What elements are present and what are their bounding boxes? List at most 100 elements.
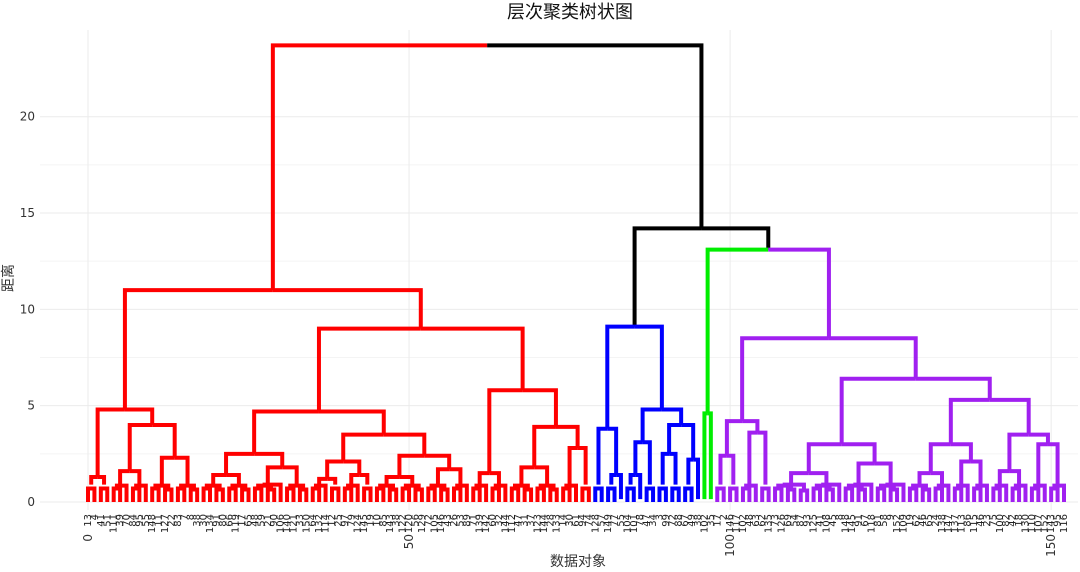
leaf-label: 38 bbox=[693, 514, 704, 527]
dendrogram-link bbox=[114, 483, 129, 502]
leaf-label: 42 bbox=[1008, 514, 1019, 527]
dendrogram-link bbox=[1047, 442, 1060, 485]
leaf-label: 95 bbox=[134, 514, 145, 527]
dendrogram-link bbox=[669, 451, 678, 485]
dendrogram-link bbox=[747, 430, 758, 485]
dendrogram-link bbox=[174, 455, 190, 485]
dendrogram-link bbox=[740, 486, 752, 502]
dendrogram-link bbox=[134, 483, 148, 502]
dendrogram-link bbox=[513, 483, 530, 490]
dendrogram-link bbox=[853, 482, 874, 502]
dendrogram-link bbox=[426, 486, 437, 502]
dendrogram-link bbox=[150, 486, 161, 502]
dendrogram-link bbox=[175, 486, 187, 502]
leaf-label: 83 bbox=[173, 514, 184, 527]
dendrogram-link bbox=[89, 474, 98, 485]
leaf-label: 78 bbox=[635, 514, 646, 527]
dendrogram-link bbox=[420, 326, 525, 391]
dendrogram-link bbox=[1033, 483, 1047, 502]
dendrogram-link bbox=[718, 453, 727, 485]
leaf-label: 2 bbox=[719, 514, 730, 520]
dendrogram-link bbox=[122, 288, 273, 410]
leaf-label: 14 bbox=[558, 514, 569, 527]
dendrogram-link bbox=[989, 397, 1031, 435]
leaf-label: 140 bbox=[282, 514, 293, 533]
dendrogram-link bbox=[839, 376, 916, 445]
leaf-label: 67 bbox=[680, 514, 691, 527]
leaf-label: 150 bbox=[301, 514, 312, 533]
dendrogram-link bbox=[130, 486, 142, 502]
leaf-label: 107 bbox=[1033, 514, 1044, 533]
dendrogram-link bbox=[959, 459, 971, 485]
dendrogram-link bbox=[1036, 442, 1048, 485]
chart-title: 层次聚类树状图 bbox=[507, 2, 633, 23]
dendrogram-link bbox=[742, 419, 760, 433]
dendrogram-link bbox=[915, 376, 992, 400]
leaf-label: 35 bbox=[706, 514, 717, 527]
leaf-label: 3 bbox=[654, 514, 665, 520]
dendrogram-link bbox=[667, 422, 682, 454]
leaf-label: 58 bbox=[879, 514, 890, 527]
leaf-label: 55 bbox=[141, 514, 152, 527]
dendrogram-link bbox=[413, 487, 424, 502]
leaf-label: 8 bbox=[186, 514, 197, 520]
dendrogram-link bbox=[596, 426, 608, 485]
grid bbox=[40, 30, 1078, 510]
leaf-label: 19 bbox=[366, 514, 377, 527]
dendrogram-link bbox=[907, 486, 919, 502]
leaf-label: 106 bbox=[276, 514, 287, 533]
dendrogram-link bbox=[330, 486, 341, 502]
leaf-label: 85 bbox=[378, 514, 389, 527]
dendrogram-link bbox=[644, 486, 656, 502]
dendrogram-link bbox=[693, 457, 700, 500]
leaf-label: 115 bbox=[969, 514, 980, 533]
dendrogram-link bbox=[740, 336, 829, 422]
leaf-label: 109 bbox=[898, 514, 909, 533]
dendrogram-link bbox=[948, 397, 990, 445]
leaf-label: 21 bbox=[263, 514, 274, 527]
dendrogram-link bbox=[633, 440, 643, 476]
dendrogram-link bbox=[538, 483, 556, 490]
dendrogram-link bbox=[640, 407, 662, 443]
dendrogram-link bbox=[387, 487, 399, 502]
leaf-label: 18 bbox=[1014, 514, 1025, 527]
leaf-label: 74 bbox=[584, 514, 595, 527]
leaf-label: 123 bbox=[532, 514, 543, 533]
leaf-label: 72 bbox=[667, 514, 678, 527]
dendrogram-link bbox=[111, 486, 123, 502]
dendrogram-link bbox=[489, 471, 501, 485]
dendrogram-link bbox=[397, 453, 425, 477]
leaf-label: 25 bbox=[333, 514, 344, 527]
leaf-label: 62 bbox=[911, 514, 922, 527]
dendrogram-link bbox=[577, 446, 588, 485]
dendrogram-link bbox=[1007, 432, 1029, 472]
dendrogram-link bbox=[179, 483, 196, 490]
dendrogram-link bbox=[424, 453, 452, 470]
dendrogram-link bbox=[124, 407, 155, 425]
leaf-label: 102 bbox=[738, 514, 749, 533]
dendrogram-link bbox=[535, 486, 546, 502]
dendrogram-link bbox=[449, 467, 463, 485]
leaf-label: 117 bbox=[732, 514, 743, 533]
leaf-label: 139 bbox=[475, 514, 486, 533]
leaf-label: 11 bbox=[154, 514, 165, 527]
leaf-label: 57 bbox=[597, 514, 608, 527]
dendrogram-link bbox=[359, 473, 370, 485]
dendrogram-link bbox=[930, 471, 944, 485]
dendrogram-link bbox=[605, 324, 635, 429]
leaf-label: 37 bbox=[526, 514, 537, 527]
dendrogram-link bbox=[808, 471, 829, 485]
dendrogram-link bbox=[561, 486, 572, 502]
leaf-label: 13 bbox=[83, 514, 94, 527]
dendrogram-link bbox=[224, 451, 255, 476]
leaf-label: 48 bbox=[744, 514, 755, 527]
leaf-label: 4 bbox=[89, 514, 100, 520]
leaf-label: 54 bbox=[789, 514, 800, 527]
dendrogram-link bbox=[724, 419, 743, 456]
leaf-label: 51 bbox=[102, 514, 113, 527]
dendrogram-link bbox=[362, 486, 373, 502]
leaf-label: 91 bbox=[854, 514, 865, 527]
leaf-label: 119 bbox=[231, 514, 242, 533]
leaf-label: 152 bbox=[1040, 514, 1051, 533]
